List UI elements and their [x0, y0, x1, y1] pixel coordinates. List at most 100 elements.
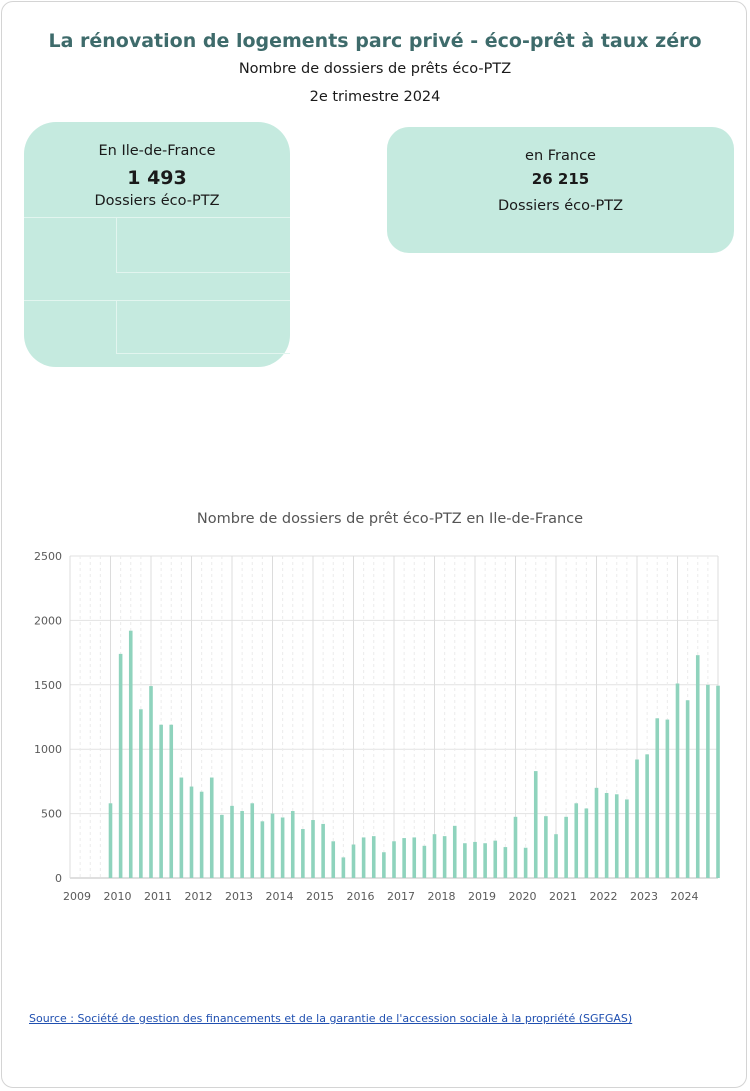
x-tick-label: 2017 [387, 890, 415, 903]
bar [574, 803, 579, 878]
bar [675, 683, 680, 878]
x-axis-ticks: 2009 2010 2011 2012 2013 2014 2015 2016 2017 2018… [63, 890, 699, 903]
x-tick-label: 2018 [428, 890, 456, 903]
x-tick-label: 2015 [306, 890, 334, 903]
bar [554, 834, 558, 878]
bar [290, 811, 295, 878]
card-france: en France 26 215 Dossiers éco-PTZ [387, 127, 734, 253]
bar [614, 794, 619, 878]
bar [139, 709, 143, 878]
bar [452, 825, 457, 878]
chart-grid [69, 555, 719, 879]
bar [230, 805, 234, 878]
bar [159, 724, 163, 878]
card-divider [24, 300, 290, 301]
x-tick-label: 2020 [509, 890, 537, 903]
bar [392, 841, 396, 878]
card-unit: Dossiers éco-PTZ [94, 193, 220, 209]
bar [270, 813, 275, 878]
bar [463, 843, 467, 878]
y-axis-ticks: 0 500 1000 1500 2000 2500 [34, 550, 62, 885]
bar [564, 816, 568, 878]
bar [321, 823, 325, 878]
x-tick-label: 2022 [590, 890, 618, 903]
card-divider [116, 217, 117, 273]
bar [422, 845, 427, 878]
x-tick-label: 2011 [144, 890, 172, 903]
bar [716, 685, 720, 878]
bar [341, 857, 346, 878]
bar [260, 821, 265, 878]
bar [523, 847, 528, 878]
x-tick-label: 2024 [671, 890, 699, 903]
source-link[interactable]: Source : Société de gestion des financem… [29, 1012, 633, 1025]
x-tick-label: 2023 [630, 890, 658, 903]
chart-bars [108, 630, 720, 878]
bar [199, 791, 204, 878]
bar [280, 817, 285, 878]
x-tick-label: 2012 [185, 890, 213, 903]
bar [118, 653, 123, 878]
y-tick-label: 1000 [34, 743, 62, 756]
bar [128, 630, 133, 878]
card-value: 26 215 [531, 170, 590, 188]
card-divider [116, 300, 117, 354]
card-label: En Ile-de-France [98, 143, 216, 159]
page-subtitle: Nombre de dossiers de prêts éco-PTZ [238, 61, 512, 77]
bar [240, 811, 244, 878]
y-tick-label: 500 [41, 808, 62, 821]
x-tick-label: 2021 [549, 890, 577, 903]
card-divider [24, 217, 290, 218]
bar [503, 847, 508, 878]
bar [301, 829, 305, 878]
card-divider [116, 272, 290, 273]
y-tick-label: 0 [55, 872, 62, 885]
bar [483, 843, 487, 878]
y-tick-label: 2000 [34, 614, 62, 627]
bar [604, 792, 609, 878]
bar [493, 840, 498, 878]
bar [371, 836, 376, 878]
card-value: 1 493 [127, 167, 187, 189]
y-tick-label: 2500 [34, 550, 62, 563]
card-label: en France [525, 148, 596, 164]
period-label: 2e trimestre 2024 [309, 89, 441, 105]
card-divider [116, 353, 290, 354]
x-tick-label: 2019 [468, 890, 496, 903]
bar [361, 837, 366, 878]
bar [108, 803, 113, 878]
bar [645, 754, 649, 878]
chart-title: Nombre de dossiers de prêt éco-PTZ en Il… [196, 511, 584, 527]
bar [625, 799, 629, 878]
bar [584, 808, 589, 878]
bar [382, 852, 386, 878]
bar [685, 700, 690, 878]
bar [594, 787, 599, 878]
x-tick-label: 2009 [63, 890, 91, 903]
bar [351, 844, 356, 878]
bar [220, 814, 224, 878]
bar [442, 836, 447, 878]
bar [209, 777, 214, 878]
bar [473, 841, 477, 878]
bar [513, 816, 518, 878]
bar [432, 834, 437, 878]
page-title: La rénovation de logements parc privé - … [48, 30, 702, 52]
bar [402, 838, 406, 878]
bar [544, 816, 548, 878]
bar [412, 837, 417, 878]
x-tick-label: 2013 [225, 890, 253, 903]
bar-chart: 0 500 1000 1500 2000 2500 2009 2010 2011 2012 201… [34, 550, 720, 903]
card-ile-de-france: En Ile-de-France 1 493 Dossiers éco-PTZ [24, 122, 290, 367]
x-tick-label: 2010 [104, 890, 132, 903]
y-tick-label: 1500 [34, 679, 62, 692]
x-tick-label: 2016 [347, 890, 375, 903]
bar [635, 759, 639, 878]
x-tick-label: 2014 [266, 890, 294, 903]
bar [169, 724, 174, 878]
bar [695, 655, 700, 878]
bar [533, 771, 538, 878]
bar [706, 684, 710, 878]
card-unit: Dossiers éco-PTZ [497, 198, 624, 214]
bar [331, 841, 336, 878]
